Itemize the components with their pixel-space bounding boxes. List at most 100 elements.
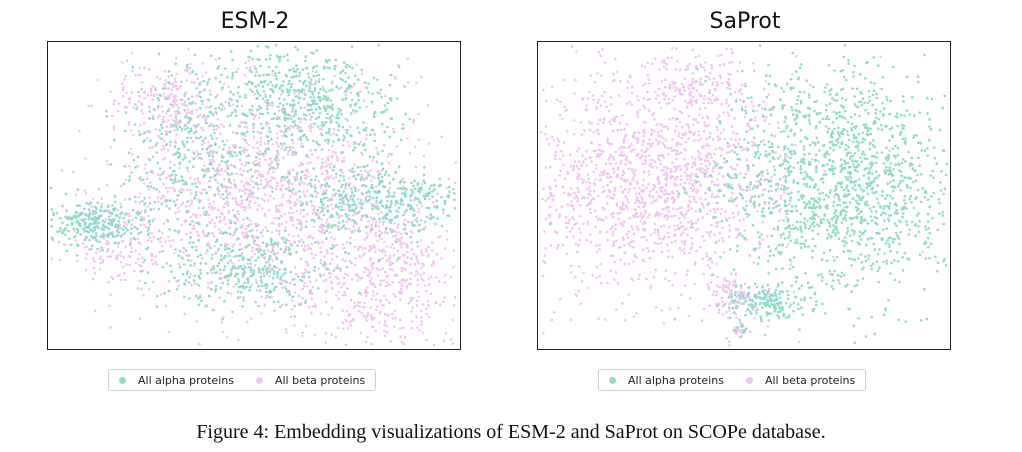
alpha-protein-point xyxy=(254,182,257,185)
alpha-protein-point xyxy=(198,200,201,203)
beta-protein-point xyxy=(173,163,176,167)
alpha-protein-point xyxy=(341,183,344,187)
alpha-protein-point xyxy=(314,241,317,244)
beta-protein-point xyxy=(700,319,704,322)
alpha-protein-point xyxy=(89,247,93,251)
beta-protein-point xyxy=(652,249,655,253)
alpha-protein-point xyxy=(309,182,312,185)
alpha-protein-point xyxy=(425,215,429,219)
alpha-protein-point xyxy=(443,199,447,203)
beta-protein-point xyxy=(637,205,641,209)
alpha-protein-point xyxy=(110,232,114,235)
beta-protein-point xyxy=(744,172,748,175)
alpha-protein-point xyxy=(184,180,187,184)
alpha-protein-point xyxy=(236,290,240,293)
alpha-protein-point xyxy=(399,138,403,142)
alpha-protein-point xyxy=(214,284,218,288)
alpha-protein-point xyxy=(190,129,193,132)
beta-protein-point xyxy=(656,178,660,181)
beta-protein-point xyxy=(621,302,624,305)
alpha-protein-point xyxy=(332,245,336,248)
beta-protein-point xyxy=(198,342,201,346)
alpha-protein-point xyxy=(170,123,173,127)
alpha-protein-point xyxy=(246,234,249,238)
alpha-protein-point xyxy=(366,164,369,167)
alpha-protein-point xyxy=(222,197,225,201)
beta-protein-point xyxy=(162,145,165,148)
beta-protein-point xyxy=(402,326,405,330)
alpha-protein-point xyxy=(344,80,348,83)
beta-protein-point xyxy=(220,123,223,126)
beta-protein-point xyxy=(739,172,742,175)
alpha-protein-point xyxy=(412,184,415,188)
alpha-protein-point xyxy=(94,234,98,238)
beta-protein-point xyxy=(415,304,419,307)
beta-protein-point xyxy=(451,318,455,322)
beta-protein-point xyxy=(633,169,637,172)
beta-protein-point xyxy=(444,273,447,277)
alpha-protein-point xyxy=(110,212,114,215)
alpha-protein-point xyxy=(210,281,213,284)
alpha-protein-point xyxy=(161,265,165,269)
alpha-protein-point xyxy=(122,216,126,220)
beta-protein-point xyxy=(261,175,265,178)
alpha-protein-point xyxy=(237,237,240,240)
beta-protein-point xyxy=(381,303,384,307)
alpha-protein-point xyxy=(216,187,219,191)
alpha-protein-point xyxy=(312,139,315,143)
beta-protein-point xyxy=(683,133,686,137)
alpha-protein-point xyxy=(423,166,426,169)
alpha-protein-point xyxy=(374,224,378,227)
beta-protein-point xyxy=(608,156,611,160)
beta-protein-point xyxy=(443,281,447,285)
beta-protein-point xyxy=(124,245,128,249)
beta-protein-point xyxy=(365,319,368,323)
beta-protein-point xyxy=(718,74,721,77)
beta-protein-point xyxy=(678,217,681,220)
alpha-protein-point xyxy=(409,194,412,198)
alpha-protein-point xyxy=(346,129,349,132)
beta-protein-point xyxy=(551,85,554,89)
beta-protein-point xyxy=(300,142,303,145)
alpha-protein-point xyxy=(403,227,406,231)
alpha-protein-point xyxy=(205,147,209,151)
beta-protein-point xyxy=(374,231,378,235)
alpha-protein-point xyxy=(189,235,192,239)
beta-protein-point xyxy=(347,314,350,317)
alpha-protein-point xyxy=(107,227,111,231)
beta-protein-point xyxy=(659,135,663,138)
beta-protein-point xyxy=(289,206,293,210)
beta-protein-point xyxy=(342,159,346,163)
alpha-protein-point xyxy=(172,200,176,203)
beta-protein-point xyxy=(413,145,417,149)
alpha-protein-point xyxy=(110,222,114,225)
alpha-protein-point xyxy=(242,113,246,116)
beta-protein-point xyxy=(613,278,616,281)
beta-protein-point xyxy=(311,82,314,86)
alpha-protein-point xyxy=(285,102,289,106)
beta-protein-point xyxy=(150,240,153,243)
beta-protein-point xyxy=(671,283,674,287)
beta-protein-point xyxy=(566,203,570,206)
beta-protein-point xyxy=(701,257,704,261)
beta-protein-point xyxy=(197,234,200,238)
alpha-protein-point xyxy=(188,223,192,226)
alpha-protein-point xyxy=(312,96,316,99)
beta-protein-point xyxy=(695,99,699,102)
beta-protein-point xyxy=(577,290,581,293)
beta-protein-point xyxy=(665,178,668,182)
alpha-protein-point xyxy=(266,111,270,115)
beta-protein-point xyxy=(277,153,280,156)
beta-protein-point xyxy=(729,166,733,169)
alpha-protein-point xyxy=(150,170,154,173)
beta-protein-point xyxy=(598,275,602,278)
beta-protein-point xyxy=(756,209,759,213)
beta-protein-point xyxy=(240,199,243,202)
alpha-protein-point xyxy=(257,250,260,254)
alpha-protein-point xyxy=(386,199,389,203)
alpha-protein-point xyxy=(106,209,110,212)
alpha-protein-point xyxy=(219,258,223,261)
beta-protein-point xyxy=(642,178,645,182)
alpha-protein-point xyxy=(178,119,182,122)
alpha-protein-point xyxy=(369,228,373,231)
